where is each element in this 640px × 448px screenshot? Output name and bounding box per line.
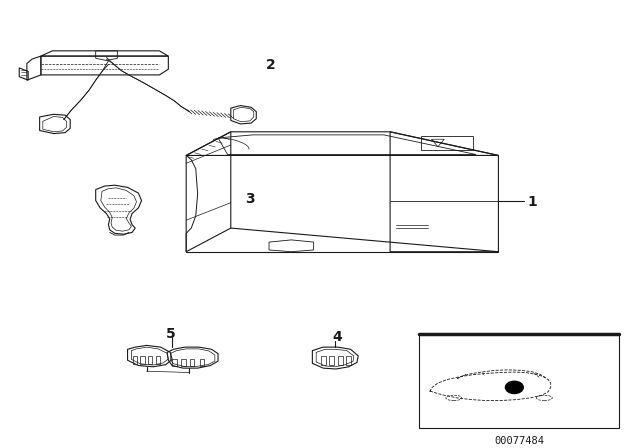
Bar [132, 356, 137, 364]
Bar [181, 358, 186, 366]
Text: 00077484: 00077484 [494, 436, 544, 446]
Text: 2: 2 [266, 58, 276, 72]
Bar [172, 358, 177, 366]
Bar [346, 356, 351, 365]
Bar [419, 334, 620, 428]
Bar [148, 356, 152, 364]
Bar [156, 356, 160, 364]
Text: 1: 1 [527, 195, 537, 209]
Circle shape [506, 381, 524, 393]
Bar [329, 356, 334, 365]
Bar [321, 356, 326, 365]
Text: 3: 3 [245, 192, 255, 206]
Bar [190, 358, 195, 366]
Text: 4: 4 [333, 331, 342, 345]
Bar [338, 356, 343, 365]
Text: 5: 5 [166, 327, 175, 341]
Bar [200, 358, 204, 366]
Bar [140, 356, 145, 364]
